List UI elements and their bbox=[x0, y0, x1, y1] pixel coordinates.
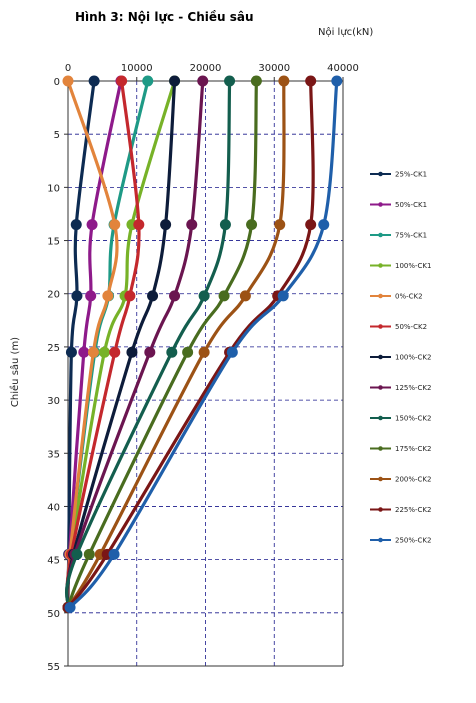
x-tick-label: 10000 bbox=[121, 63, 153, 74]
y-axis-title: Chiều sâu (m) bbox=[9, 337, 21, 407]
data-point bbox=[65, 346, 77, 358]
y-tick-label: 55 bbox=[47, 662, 60, 673]
data-point bbox=[147, 290, 159, 302]
data-point bbox=[246, 219, 258, 231]
data-point bbox=[109, 346, 121, 358]
x-axis-title: Nội lực(kN) bbox=[318, 26, 373, 38]
legend-label: 200%-CK2 bbox=[395, 476, 431, 484]
data-point bbox=[169, 290, 181, 302]
x-tick-label: 0 bbox=[65, 63, 71, 74]
legend-label: 175%-CK2 bbox=[395, 445, 431, 453]
legend: 25%-CK1 50%-CK1 75%-CK1 100%-CK1 0%-CK2 50%-C… bbox=[370, 171, 431, 545]
data-point bbox=[85, 290, 97, 302]
data-point bbox=[169, 75, 181, 87]
data-point bbox=[239, 290, 251, 302]
y-tick-label: 50 bbox=[47, 609, 60, 620]
data-point bbox=[144, 346, 156, 358]
x-tick-label: 40000 bbox=[327, 63, 359, 74]
data-point bbox=[98, 346, 110, 358]
legend-label: 50%-CK1 bbox=[395, 201, 427, 209]
data-point bbox=[197, 75, 209, 87]
data-point bbox=[86, 219, 98, 231]
data-point bbox=[166, 346, 178, 358]
axes: 0 5 10 15 20 25 30 35 40 45 50 55 0 10000 20000 30000 40… bbox=[47, 63, 359, 673]
data-point bbox=[224, 75, 236, 87]
chart-title: Hình 3: Nội lực - Chiều sâu bbox=[75, 10, 254, 24]
data-point bbox=[142, 75, 154, 87]
data-point bbox=[78, 346, 90, 358]
legend-label: 150%-CK2 bbox=[395, 415, 431, 423]
data-point bbox=[198, 346, 210, 358]
legend-marker bbox=[378, 263, 383, 268]
legend-marker bbox=[378, 232, 383, 238]
legend-marker bbox=[378, 171, 383, 177]
y-tick-label: 30 bbox=[47, 396, 60, 407]
legend-label: 50%-CK2 bbox=[395, 323, 427, 331]
data-point bbox=[116, 75, 128, 87]
legend-label: 250%-CK2 bbox=[395, 537, 431, 545]
legend-marker bbox=[378, 385, 383, 390]
y-tick-label: 10 bbox=[47, 183, 60, 194]
y-tick-label: 40 bbox=[47, 502, 60, 513]
data-point bbox=[133, 219, 145, 231]
legend-marker bbox=[378, 476, 383, 482]
data-point bbox=[219, 219, 231, 231]
data-point bbox=[250, 75, 262, 87]
data-point bbox=[305, 75, 317, 87]
legend-label: 75%-CK1 bbox=[395, 232, 427, 240]
data-point bbox=[331, 75, 343, 87]
y-tick-label: 35 bbox=[47, 449, 60, 460]
data-point bbox=[83, 548, 95, 560]
data-point bbox=[109, 219, 121, 231]
series-line bbox=[68, 79, 339, 610]
legend-label: 125%-CK2 bbox=[395, 384, 431, 392]
data-point bbox=[218, 290, 230, 302]
x-tick-label: 30000 bbox=[258, 63, 290, 74]
data-point bbox=[124, 290, 136, 302]
legend-label: 100%-CK2 bbox=[395, 354, 431, 362]
data-point bbox=[226, 346, 238, 358]
data-point bbox=[71, 290, 83, 302]
data-point bbox=[278, 75, 290, 87]
legend-marker bbox=[378, 293, 383, 299]
data-point bbox=[160, 219, 172, 231]
y-tick-label: 25 bbox=[47, 343, 60, 354]
data-point bbox=[318, 219, 330, 231]
data-point bbox=[88, 75, 100, 87]
legend-label: 0%-CK2 bbox=[395, 293, 423, 301]
legend-marker bbox=[378, 507, 383, 512]
data-point bbox=[62, 75, 74, 87]
y-tick-label: 5 bbox=[54, 130, 60, 141]
y-tick-label: 20 bbox=[47, 290, 60, 301]
data-point bbox=[108, 548, 120, 560]
data-point bbox=[198, 290, 210, 302]
data-point bbox=[305, 219, 317, 231]
y-tick-label: 45 bbox=[47, 556, 60, 567]
data-point bbox=[274, 219, 286, 231]
legend-label: 25%-CK1 bbox=[395, 171, 427, 179]
data-point bbox=[70, 219, 82, 231]
x-tick-label: 20000 bbox=[190, 63, 222, 74]
legend-marker bbox=[378, 415, 383, 421]
legend-label: 225%-CK2 bbox=[395, 506, 431, 514]
data-point bbox=[71, 548, 83, 560]
y-tick-label: 0 bbox=[54, 77, 60, 88]
data-point bbox=[64, 602, 76, 613]
legend-marker bbox=[378, 537, 383, 543]
legend-label: 100%-CK1 bbox=[395, 262, 431, 270]
data-point bbox=[126, 346, 138, 358]
data-point bbox=[277, 290, 289, 302]
data-point bbox=[182, 346, 194, 358]
series-layer bbox=[62, 75, 343, 613]
legend-marker bbox=[378, 354, 383, 360]
data-point bbox=[102, 290, 114, 302]
legend-marker bbox=[378, 324, 383, 329]
data-point bbox=[87, 346, 99, 358]
y-tick-label: 15 bbox=[47, 237, 60, 248]
legend-marker bbox=[378, 446, 383, 451]
legend-marker bbox=[378, 202, 383, 207]
data-point bbox=[186, 219, 198, 231]
